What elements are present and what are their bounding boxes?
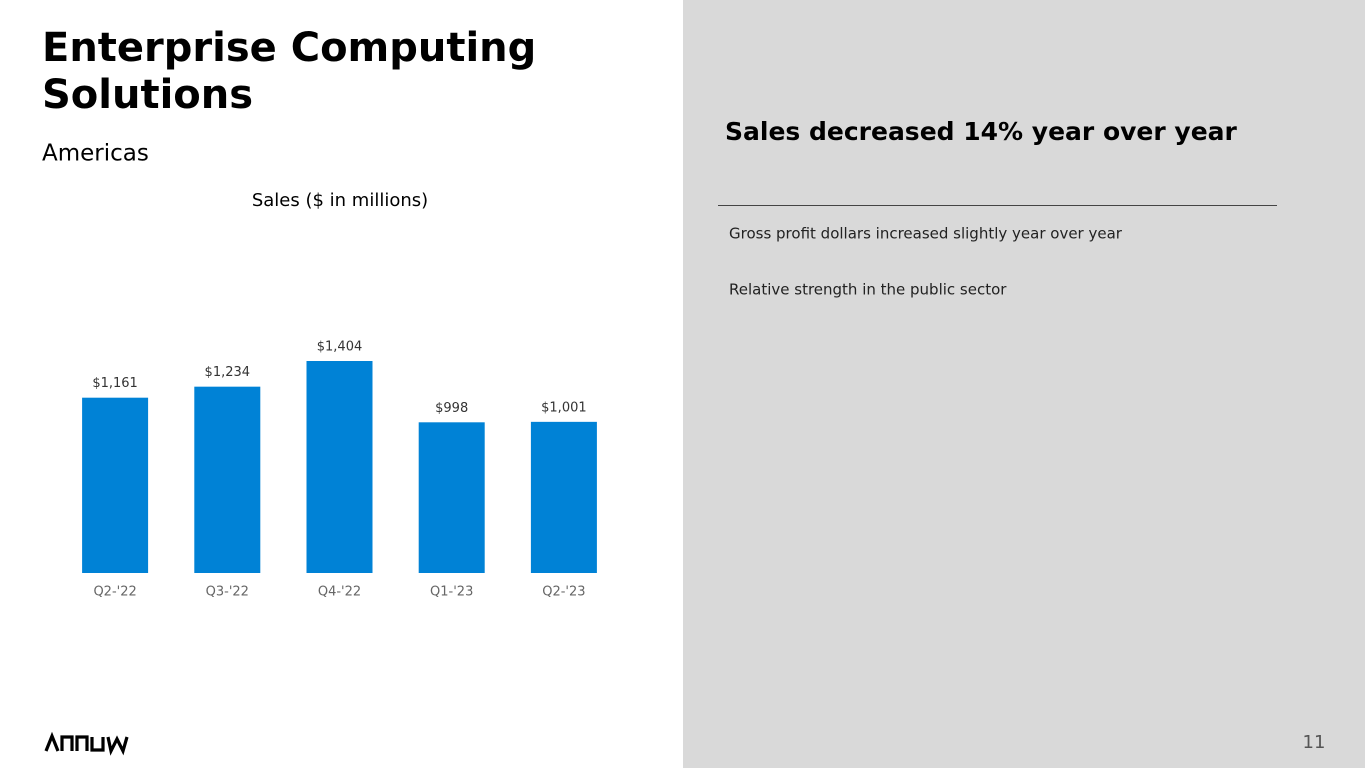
slide-title: Solutions	[42, 72, 253, 118]
bar	[306, 361, 373, 573]
bar-chart: $1,161 Q2-'22 $1,234 Q3-'22 $1,404 Q4-'22 $998…	[82, 340, 597, 600]
data-label: $1,001	[541, 400, 587, 415]
data-label: $998	[435, 401, 468, 416]
x-tick-label: Q4-'22	[318, 585, 361, 600]
bullet-text: Relative strength in the public sector	[729, 281, 1007, 299]
subtitle: Americas	[42, 141, 149, 167]
right-panel	[683, 0, 1365, 768]
data-label: $1,234	[205, 365, 251, 380]
bullet-text: Gross profit dollars increased slightly …	[729, 225, 1123, 243]
data-label: $1,161	[92, 376, 138, 391]
x-tick-label: Q3-'22	[206, 585, 249, 600]
x-tick-label: Q2-'23	[542, 585, 585, 600]
page-number: 11	[1303, 732, 1326, 753]
x-tick-label: Q1-'23	[430, 585, 473, 600]
chart-title: Sales ($ in millions)	[252, 190, 428, 211]
bar	[82, 397, 149, 573]
logo	[44, 731, 129, 756]
bar	[194, 386, 261, 573]
data-label: $1,404	[317, 340, 363, 355]
bar	[418, 422, 485, 573]
slide-title: Enterprise Computing	[42, 25, 536, 71]
panel-heading: Sales decreased 14% year over year	[725, 117, 1238, 146]
x-tick-label: Q2-'22	[93, 585, 136, 600]
bar	[530, 421, 597, 573]
